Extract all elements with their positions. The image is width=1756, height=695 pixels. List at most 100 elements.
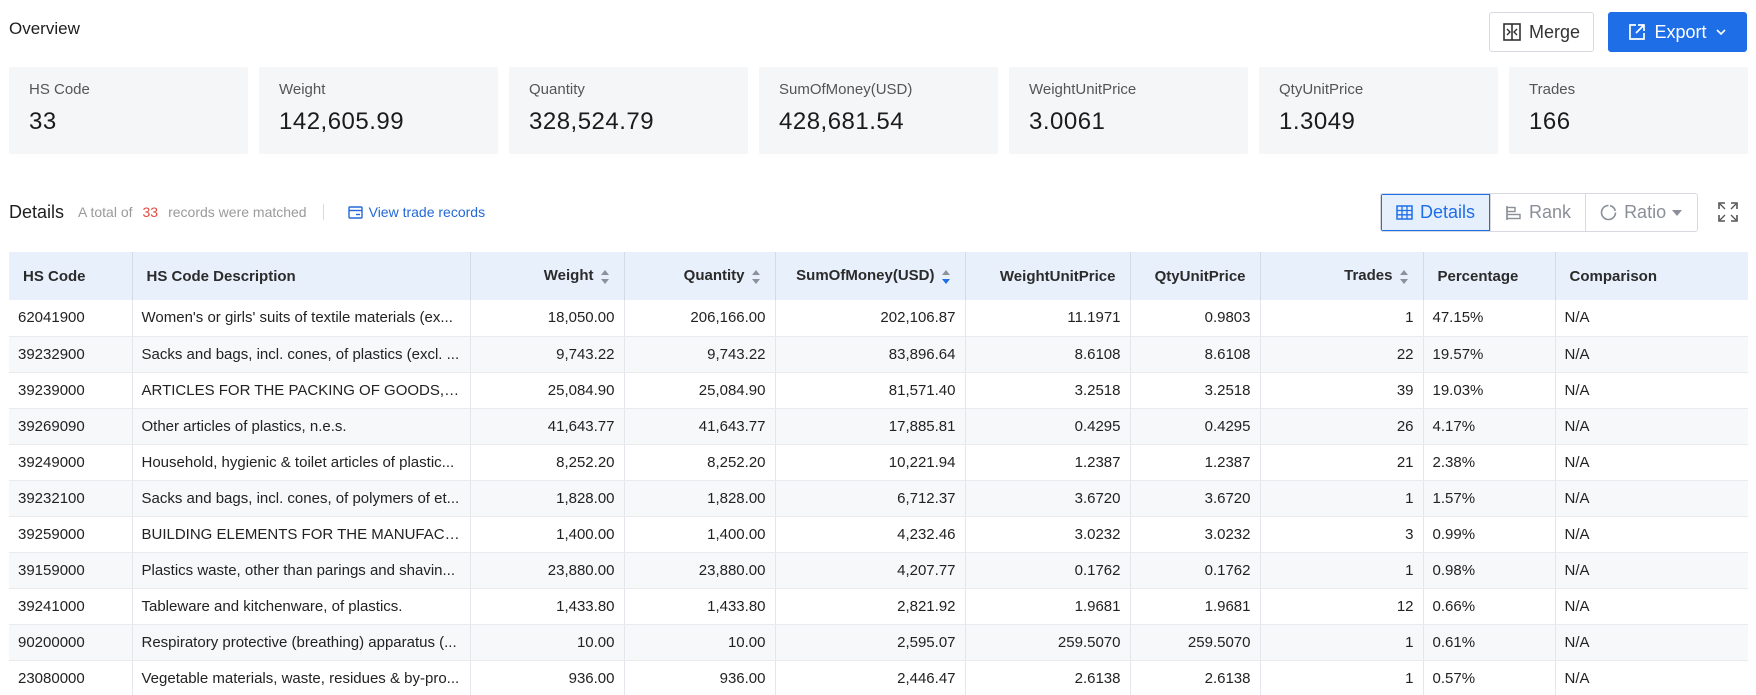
sort-desc-active-icon[interactable] xyxy=(941,269,951,285)
cell-percentage: 0.98% xyxy=(1423,552,1556,589)
cell-percentage: 0.66% xyxy=(1423,588,1556,625)
cell-hs-code: 39232100 xyxy=(9,480,133,517)
table-row[interactable]: 39232900 Sacks and bags, incl. cones, of … xyxy=(9,336,1748,373)
sort-icon[interactable] xyxy=(1399,269,1409,285)
card-value: 3.0061 xyxy=(1029,108,1106,135)
card-label: HS Code xyxy=(29,81,90,98)
export-button[interactable]: Export xyxy=(1608,12,1747,52)
cell-weight-unit-price: 1.2387 xyxy=(965,444,1131,481)
cell-qty-unit-price: 0.9803 xyxy=(1130,300,1261,337)
cell-weight-unit-price: 1.9681 xyxy=(965,588,1131,625)
cell-weight: 1,400.00 xyxy=(470,516,625,553)
tab-rank[interactable]: Rank xyxy=(1490,194,1586,231)
card-value: 142,605.99 xyxy=(279,108,405,135)
col-trades[interactable]: Trades xyxy=(1260,252,1424,300)
cell-sum-of-money: 2,446.47 xyxy=(775,660,966,695)
cell-comparison: N/A xyxy=(1555,480,1748,517)
sort-icon[interactable] xyxy=(751,269,761,285)
col-percentage[interactable]: Percentage xyxy=(1423,252,1556,300)
col-trades-label: Trades xyxy=(1344,267,1393,285)
table-row[interactable]: 39159000 Plastics waste, other than parin… xyxy=(9,552,1748,589)
cell-percentage: 19.03% xyxy=(1423,372,1556,409)
cell-quantity: 936.00 xyxy=(624,660,776,695)
cell-trades: 12 xyxy=(1260,588,1424,625)
col-hs-code[interactable]: HS Code xyxy=(9,252,133,300)
col-weight-unit-price[interactable]: WeightUnitPrice xyxy=(965,252,1131,300)
card-value: 33 xyxy=(29,108,57,135)
cell-comparison: N/A xyxy=(1555,336,1748,373)
col-quantity[interactable]: Quantity xyxy=(624,252,776,300)
card-icon xyxy=(347,205,363,219)
col-qty-unit-price[interactable]: QtyUnitPrice xyxy=(1130,252,1261,300)
card-value: 166 xyxy=(1529,108,1571,135)
tab-details-label: Details xyxy=(1420,202,1476,222)
cell-weight: 936.00 xyxy=(470,660,625,695)
cell-qty-unit-price: 1.2387 xyxy=(1130,444,1261,481)
chevron-down-icon xyxy=(1715,29,1726,36)
tab-ratio[interactable]: Ratio xyxy=(1585,194,1698,231)
cell-description: BUILDING ELEMENTS FOR THE MANUFACTU... xyxy=(132,516,471,553)
table-row[interactable]: 39232100 Sacks and bags, incl. cones, of … xyxy=(9,480,1748,517)
card-weight: Weight 142,605.99 xyxy=(259,67,498,154)
table-row[interactable]: 39241000 Tableware and kitchenware, of pl… xyxy=(9,588,1748,625)
table-row[interactable]: 39269090 Other articles of plastics, n.e.… xyxy=(9,408,1748,445)
table-row[interactable]: 62041900 Women's or girls' suits of texti… xyxy=(9,300,1748,337)
col-description[interactable]: HS Code Description xyxy=(132,252,471,300)
table-row[interactable]: 39239000 ARTICLES FOR THE PACKING OF GOOD… xyxy=(9,372,1748,409)
merge-button[interactable]: Merge xyxy=(1489,12,1594,52)
table-row[interactable]: 90200000 Respiratory protective (breathin… xyxy=(9,624,1748,661)
cell-sum-of-money: 83,896.64 xyxy=(775,336,966,373)
view-trade-records-link[interactable]: View trade records xyxy=(347,204,486,220)
cell-description: Plastics waste, other than parings and s… xyxy=(132,552,471,589)
cell-quantity: 25,084.90 xyxy=(624,372,776,409)
cell-quantity: 41,643.77 xyxy=(624,408,776,445)
cell-trades: 26 xyxy=(1260,408,1424,445)
col-weight[interactable]: Weight xyxy=(470,252,625,300)
cell-qty-unit-price: 0.1762 xyxy=(1130,552,1261,589)
cell-qty-unit-price: 2.6138 xyxy=(1130,660,1261,695)
cell-weight: 25,084.90 xyxy=(470,372,625,409)
cell-comparison: N/A xyxy=(1555,588,1748,625)
cell-qty-unit-price: 3.0232 xyxy=(1130,516,1261,553)
card-label: Trades xyxy=(1529,81,1576,98)
cell-weight-unit-price: 259.5070 xyxy=(965,624,1131,661)
cell-weight-unit-price: 0.1762 xyxy=(965,552,1131,589)
table-body: 62041900 Women's or girls' suits of texti… xyxy=(9,300,1748,695)
record-count: 33 xyxy=(142,204,159,220)
cell-trades: 1 xyxy=(1260,552,1424,589)
cell-percentage: 0.99% xyxy=(1423,516,1556,553)
card-value: 328,524.79 xyxy=(529,108,655,135)
cell-weight: 1,433.80 xyxy=(470,588,625,625)
table-row[interactable]: 39259000 BUILDING ELEMENTS FOR THE MANUFA… xyxy=(9,516,1748,553)
cell-trades: 3 xyxy=(1260,516,1424,553)
cell-sum-of-money: 2,595.07 xyxy=(775,624,966,661)
cell-hs-code: 23080000 xyxy=(9,660,133,695)
col-sum-of-money[interactable]: SumOfMoney(USD) xyxy=(775,252,966,300)
total-prefix: A total of xyxy=(78,204,133,220)
card-trades: Trades 166 xyxy=(1509,67,1748,154)
cell-weight-unit-price: 2.6138 xyxy=(965,660,1131,695)
cell-qty-unit-price: 3.6720 xyxy=(1130,480,1261,517)
cell-sum-of-money: 4,232.46 xyxy=(775,516,966,553)
cell-hs-code: 39232900 xyxy=(9,336,133,373)
cell-trades: 39 xyxy=(1260,372,1424,409)
sort-icon[interactable] xyxy=(600,269,610,285)
fullscreen-icon[interactable] xyxy=(1716,200,1740,224)
view-toggle: Details Rank Ratio xyxy=(1380,193,1699,232)
table-row[interactable]: 23080000 Vegetable materials, waste, resi… xyxy=(9,660,1748,695)
cell-trades: 22 xyxy=(1260,336,1424,373)
cell-description: ARTICLES FOR THE PACKING OF GOODS, OF ..… xyxy=(132,372,471,409)
cell-description: Household, hygienic & toilet articles of… xyxy=(132,444,471,481)
view-trade-records-label: View trade records xyxy=(368,204,486,220)
cell-percentage: 0.57% xyxy=(1423,660,1556,695)
tab-ratio-label: Ratio xyxy=(1624,202,1667,222)
export-label: Export xyxy=(1654,21,1707,42)
table-row[interactable]: 39249000 Household, hygienic & toilet art… xyxy=(9,444,1748,481)
card-label: SumOfMoney(USD) xyxy=(779,81,913,98)
col-comparison[interactable]: Comparison xyxy=(1555,252,1748,300)
cell-trades: 1 xyxy=(1260,480,1424,517)
tab-details[interactable]: Details xyxy=(1381,194,1491,231)
cell-comparison: N/A xyxy=(1555,516,1748,553)
results-table: HS Code HS Code Description Weight Quant… xyxy=(9,252,1748,695)
cell-comparison: N/A xyxy=(1555,660,1748,695)
